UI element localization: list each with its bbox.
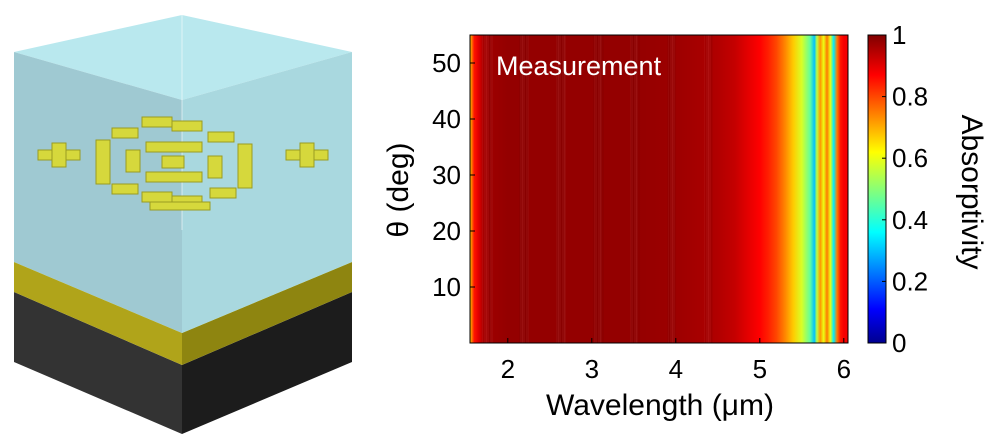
gold-layer-front-right xyxy=(182,262,352,365)
y-axis-ticks: 10 20 30 40 50 xyxy=(432,48,475,302)
x-axis-title: Wavelength (μm) xyxy=(546,389,774,422)
y-tick-label: 50 xyxy=(432,48,461,78)
y-tick-label: 30 xyxy=(432,160,461,190)
colorbar-tick-label: 0 xyxy=(892,328,906,358)
heatmap-streak xyxy=(488,35,489,343)
heatmap-streak xyxy=(671,35,672,343)
heatmap-field xyxy=(470,35,848,343)
colorbar-tick-label: 0.8 xyxy=(892,82,928,112)
absorber-structure-illustration xyxy=(14,15,352,434)
colorbar-tick-label: 0.4 xyxy=(892,205,928,235)
measurement-annotation: Measurement xyxy=(496,51,662,81)
heatmap-streak xyxy=(710,35,711,343)
colorbar-tick-label: 0.6 xyxy=(892,143,928,173)
x-axis-ticks: 2 3 4 5 6 xyxy=(501,338,851,384)
heatmap-streak xyxy=(637,35,640,343)
heatmap-streak xyxy=(704,35,705,343)
heatmap-streak xyxy=(563,35,564,343)
x-tick-label: 2 xyxy=(501,354,515,384)
heatmap-streak xyxy=(560,35,561,343)
heatmap-streak xyxy=(524,35,525,343)
x-tick-label: 4 xyxy=(669,354,683,384)
heatmap-streak xyxy=(482,35,483,343)
heatmap-streak xyxy=(485,35,486,343)
heatmap-streak xyxy=(521,35,522,343)
heatmap-streak xyxy=(668,35,669,343)
heatmap-streak xyxy=(674,35,675,343)
heatmap-streak xyxy=(601,35,604,343)
gold-layer-front-left xyxy=(14,262,182,365)
heatmap-streak xyxy=(593,35,594,343)
y-tick-label: 40 xyxy=(432,104,461,134)
colorbar-tick-label: 1 xyxy=(892,20,906,50)
y-axis-title: θ (deg) xyxy=(382,142,415,237)
heatmap-streak xyxy=(707,35,708,343)
heatmap-streak xyxy=(490,35,493,343)
substrate-front-right xyxy=(182,292,352,434)
heatmap-streak xyxy=(596,35,597,343)
colorbar-ticks: 0 0.2 0.4 0.6 0.8 1 xyxy=(882,20,928,358)
y-tick-label: 10 xyxy=(432,272,461,302)
heatmap-streak xyxy=(599,35,600,343)
plot-frame xyxy=(469,34,849,344)
x-tick-label: 3 xyxy=(585,354,599,384)
substrate-front-left xyxy=(14,292,182,434)
dielectric-front-left xyxy=(14,52,182,333)
heatmap-streak xyxy=(557,35,558,343)
y-tick-label: 20 xyxy=(432,216,461,246)
heatmap-streak xyxy=(527,35,528,343)
colorbar-title: Absorptivity xyxy=(955,114,988,269)
dielectric-front-right xyxy=(182,52,352,333)
heatmap-streak xyxy=(635,35,636,343)
heatmap-streak xyxy=(632,35,633,343)
colorbar xyxy=(867,34,887,344)
colorbar-tick-label: 0.2 xyxy=(892,266,928,296)
dielectric-top xyxy=(14,15,352,100)
heatmap-streak xyxy=(564,35,566,343)
x-tick-label: 6 xyxy=(837,354,851,384)
x-tick-label: 5 xyxy=(753,354,767,384)
metasurface-pattern xyxy=(37,116,329,211)
heatmap-streak xyxy=(711,35,713,343)
